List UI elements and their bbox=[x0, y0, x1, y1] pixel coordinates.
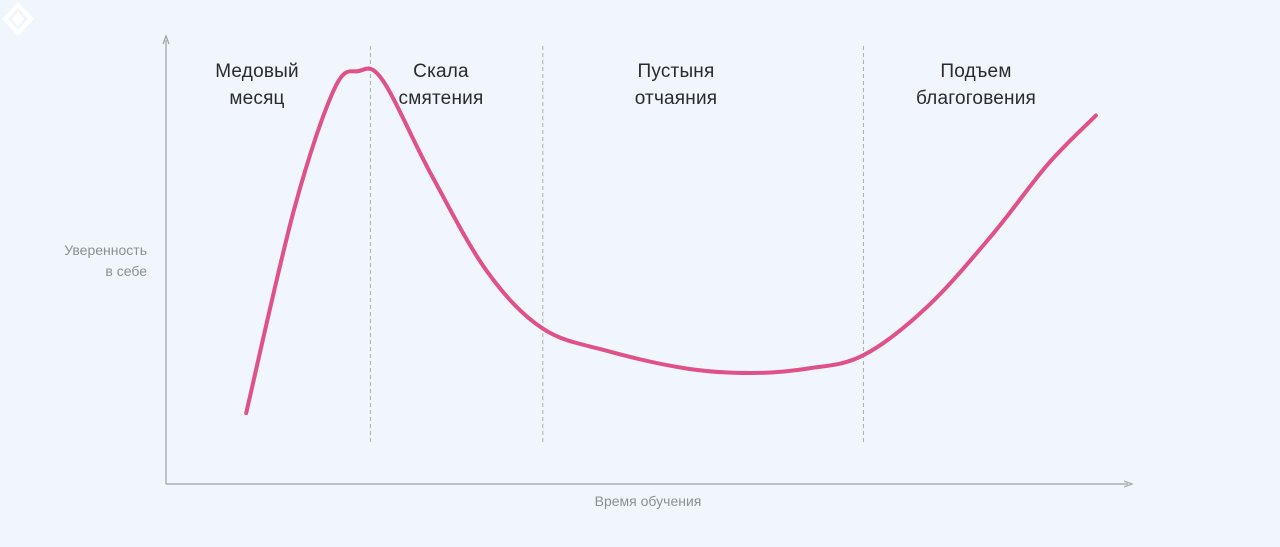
phase-label-line: Пустыня bbox=[637, 61, 715, 82]
y-axis-arrowhead bbox=[162, 34, 170, 45]
phase-label-line: месяц bbox=[229, 88, 285, 109]
x-axis-arrowhead bbox=[1123, 480, 1134, 488]
y-axis-label-line: в себе bbox=[105, 263, 147, 279]
phase-label-line: Скала bbox=[413, 61, 469, 82]
phase-label-line: благоговения bbox=[915, 88, 1037, 109]
phase-label-line: смятения bbox=[398, 88, 484, 109]
diamond-logo-icon bbox=[2, 2, 34, 36]
phase-dividers bbox=[369, 46, 864, 442]
axes bbox=[162, 34, 1134, 488]
phase-label-honeymoon: Медовый месяц bbox=[147, 58, 367, 112]
y-axis-label: Уверенность в себе bbox=[20, 240, 147, 282]
phase-label-line: Медовый bbox=[215, 61, 299, 82]
phase-label-line: отчаяния bbox=[634, 88, 718, 109]
phase-label-cliff: Скала смятения bbox=[331, 58, 551, 112]
phase-label-rise: Подъем благоговения bbox=[866, 58, 1086, 112]
phase-label-desert: Пустыня отчаяния bbox=[566, 58, 786, 112]
y-axis-label-line: Уверенность bbox=[64, 242, 147, 258]
confidence-curve bbox=[244, 66, 1098, 415]
phase-label-line: Подъем bbox=[940, 61, 1012, 82]
x-axis-label: Время обучения bbox=[594, 493, 702, 509]
